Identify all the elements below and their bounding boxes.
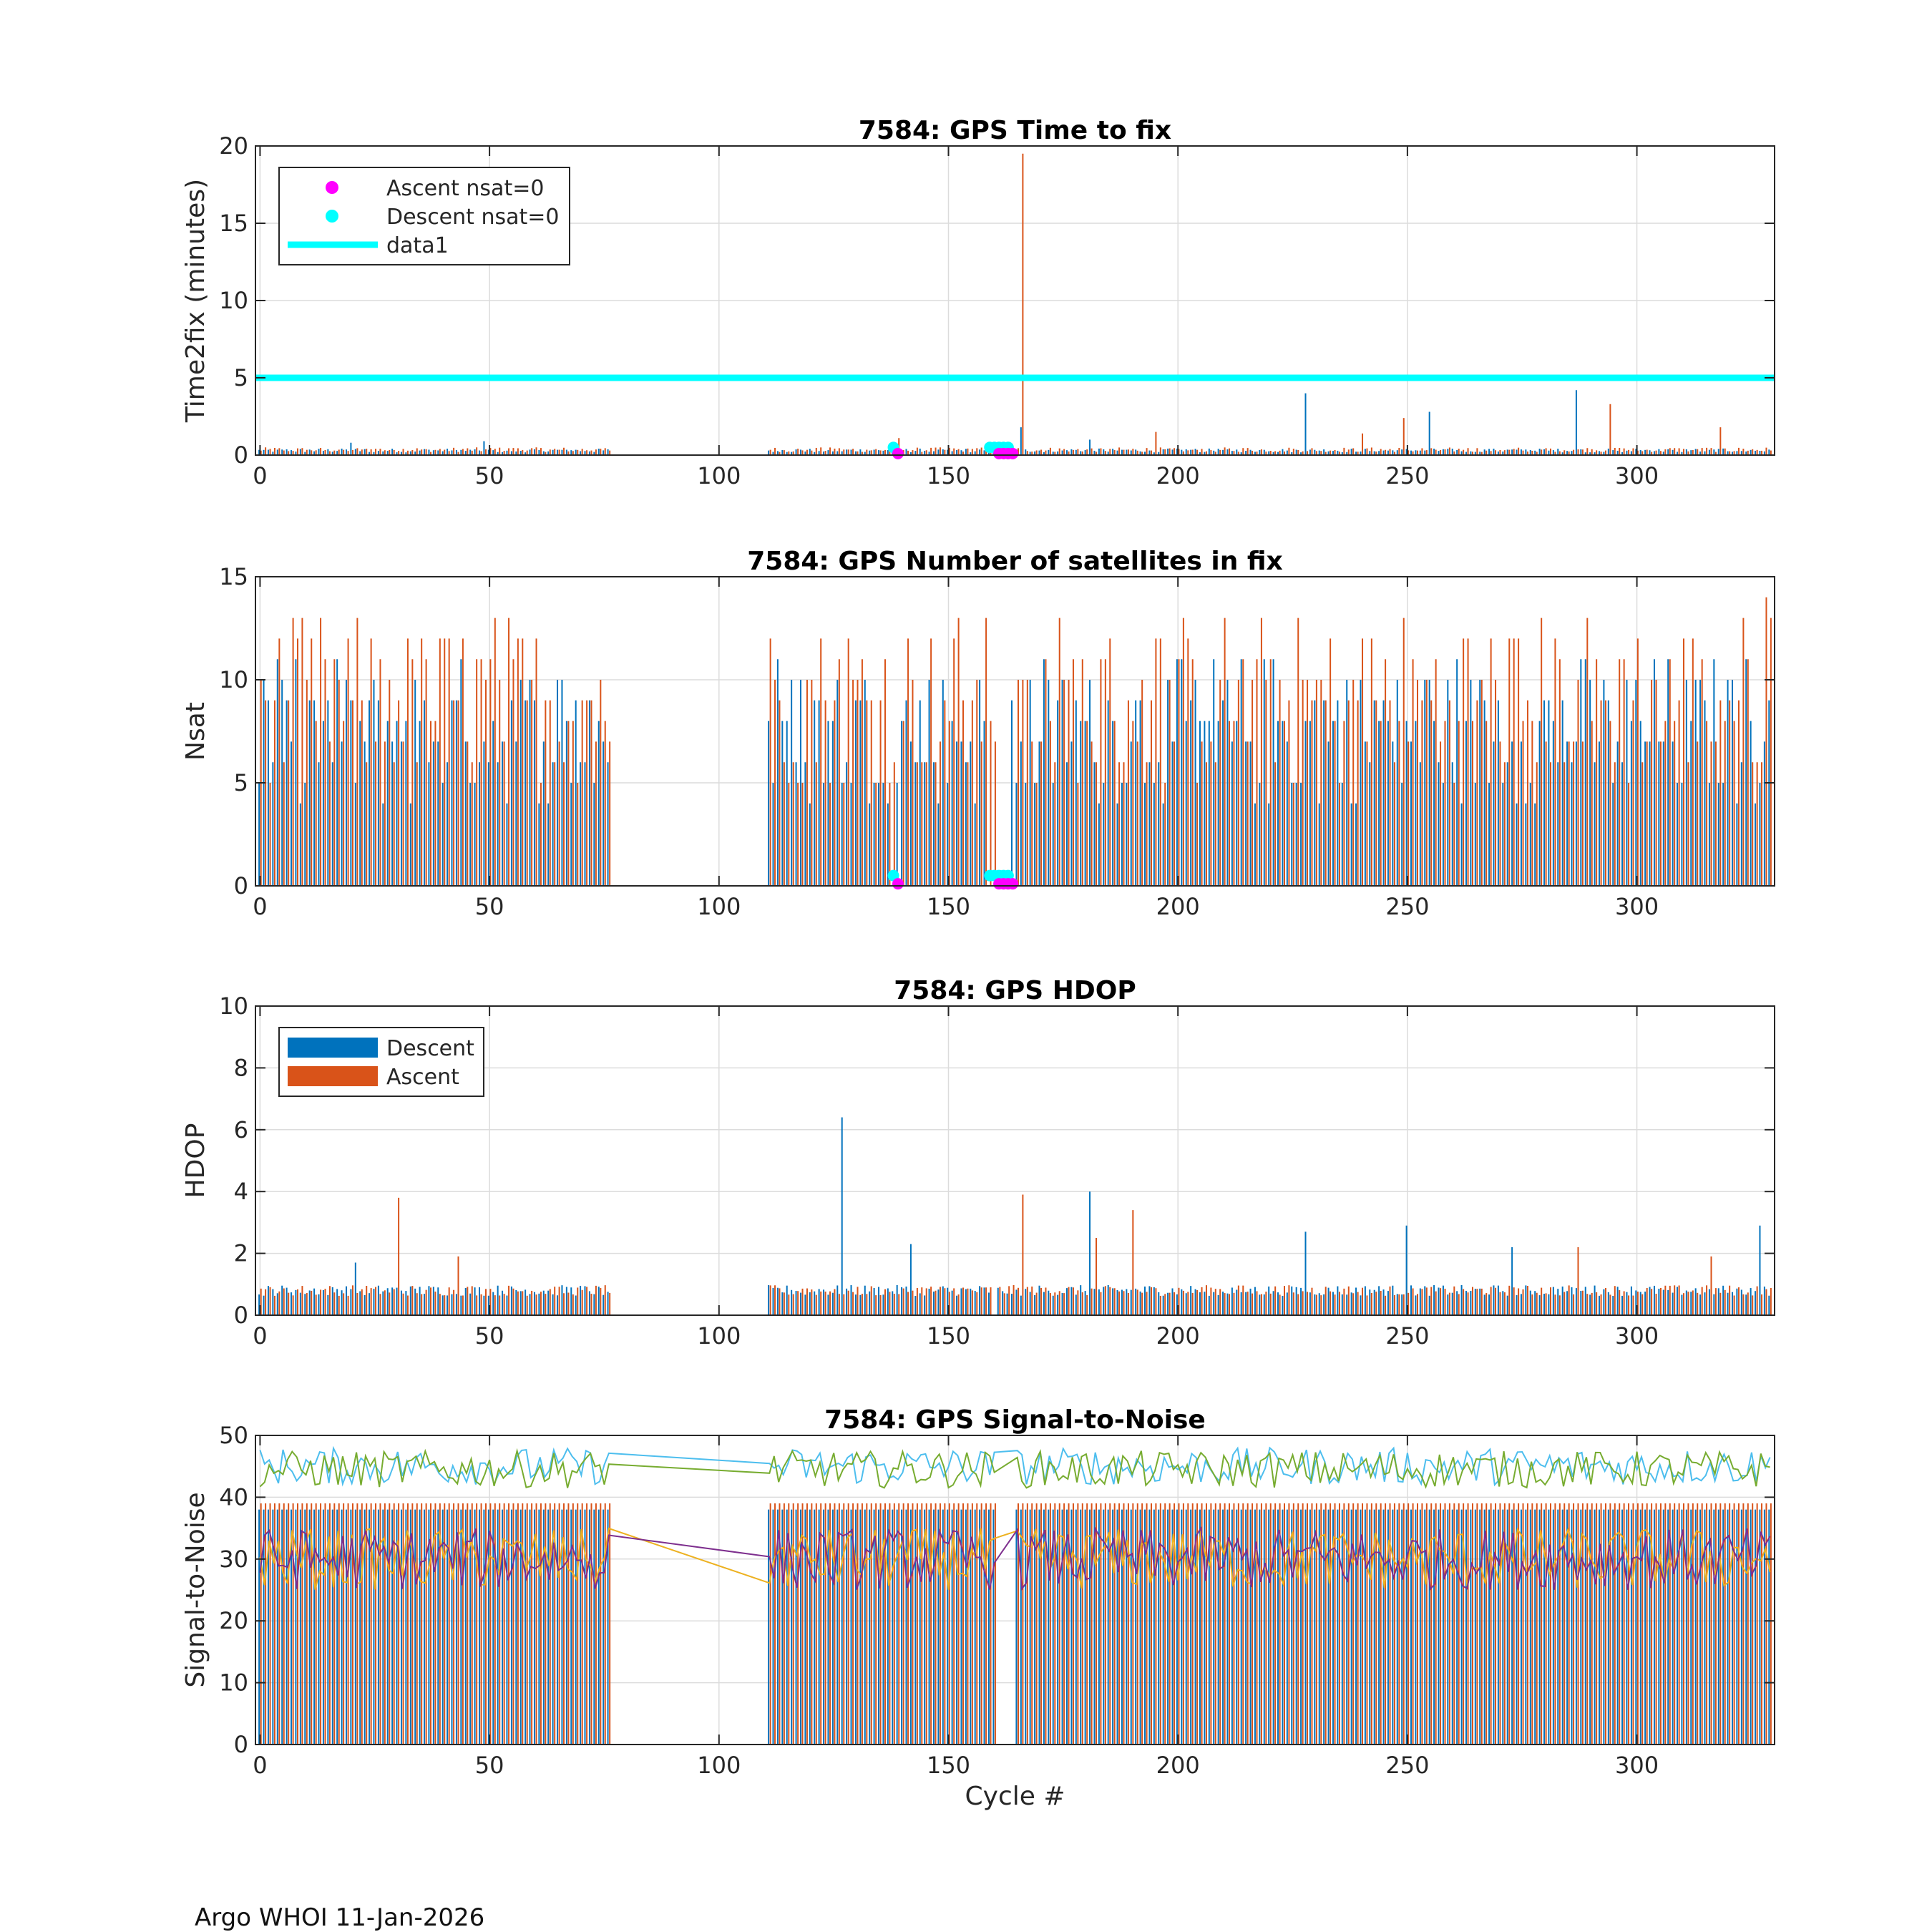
y-tick-label: 30 [219,1546,248,1573]
x-tick-label: 100 [697,1322,741,1350]
x-tick-label: 50 [475,893,504,920]
chart-title: 7584: GPS Time to fix [859,116,1171,145]
x-tick-label: 0 [253,1752,267,1779]
snr-series-line [259,1445,1771,1487]
chart-title: 7584: GPS Signal-to-Noise [824,1405,1206,1435]
x-tick-label: 150 [927,1752,970,1779]
data-layer [255,153,1775,459]
y-tick-label: 40 [219,1483,248,1511]
y-tick-label: 50 [219,1422,248,1449]
y-tick-label: 0 [234,1731,248,1758]
x-tick-label: 50 [475,1322,504,1350]
chart-nsat: 0 50 100 150 200 250 300 0 5 10 15 7584: GPS Number… [181,547,1775,920]
chart-snr: 0 50 100 150 200 250 300 0 10 20 30 40 50 7584: GPS S… [181,1405,1775,1811]
y-tick-label: 10 [219,287,248,314]
legend-entry-label: Ascent [386,1065,459,1090]
y-axis-label: HDOP [181,1123,210,1199]
legend: Descent Ascent [278,1027,484,1097]
x-tick-label: 0 [253,462,267,489]
x-tick-label: 50 [475,462,504,489]
x-axis-label: Cycle # [965,1782,1065,1811]
x-tick-label: 200 [1156,893,1200,920]
y-tick-label: 15 [219,563,248,590]
x-tick-label: 250 [1385,462,1429,489]
y-tick-label: 20 [219,1607,248,1634]
footer-label: Argo WHOI 11-Jan-2026 [195,1903,485,1932]
y-axis-label: Signal-to-Noise [181,1492,210,1687]
x-tick-label: 50 [475,1752,504,1779]
x-tick-label: 250 [1385,1752,1429,1779]
data-layer [258,1117,1772,1315]
axes-box [255,1005,1775,1316]
y-tick-label: 5 [234,769,248,796]
legend-entry-label: Ascent nsat=0 [386,176,544,201]
legend-entry-label: Descent nsat=0 [386,205,559,230]
y-tick-label: 0 [234,1302,248,1329]
legend-swatch-descent [288,1038,378,1058]
x-tick-label: 0 [253,893,267,920]
x-tick-label: 250 [1385,1322,1429,1350]
x-tick-label: 100 [697,1752,741,1779]
x-tick-label: 200 [1156,462,1200,489]
y-tick-label: 4 [234,1178,248,1205]
axes-box [255,576,1775,887]
ascent-nsat0-marker [1007,878,1019,890]
legend-entry-label: Descent [386,1036,474,1061]
x-tick-label: 200 [1156,1322,1200,1350]
x-tick-label: 100 [697,893,741,920]
y-tick-label: 0 [234,872,248,899]
plot-area [255,1006,1775,1315]
ascent-nsat0-marker [892,878,904,890]
chart-hdop: 0 50 100 150 200 250 300 0 2 4 6 8 10 7584: GPS HDOP H… [181,976,1775,1350]
y-tick-label: 10 [219,992,248,1020]
snr-series-line [259,1526,1771,1591]
chart-title: 7584: GPS HDOP [894,976,1136,1005]
y-axis-label: Nsat [181,702,210,761]
ascent-nsat0-marker [1007,447,1019,459]
y-tick-label: 20 [219,132,248,160]
x-tick-label: 150 [927,462,970,489]
axes-box [255,1435,1775,1745]
chart-title: 7584: GPS Number of satellites in fix [747,547,1283,576]
data-layer [258,1445,1772,1745]
chart-time2fix: 0 50 100 150 200 250 300 0 5 10 15 20 7584: GPS Time… [181,116,1775,489]
y-tick-label: 2 [234,1240,248,1267]
data-layer [258,597,1772,890]
y-tick-label: 5 [234,364,248,391]
x-tick-label: 250 [1385,893,1429,920]
legend-swatch-ascent [288,1066,378,1086]
legend-entry-label: data1 [386,233,449,258]
legend-marker-cyan [326,210,338,223]
legend-marker-magenta [326,181,338,194]
x-tick-label: 300 [1615,462,1659,489]
y-tick-label: 10 [219,666,248,693]
x-tick-label: 300 [1615,1752,1659,1779]
y-tick-label: 10 [219,1669,248,1697]
ascent-nsat0-marker [892,447,904,459]
y-axis-label: Time2fix (minutes) [181,179,210,423]
x-tick-label: 100 [697,462,741,489]
y-tick-label: 0 [234,441,248,469]
x-tick-label: 150 [927,1322,970,1350]
x-tick-label: 150 [927,893,970,920]
x-tick-label: 300 [1615,1322,1659,1350]
y-tick-label: 6 [234,1116,248,1143]
y-tick-label: 8 [234,1054,248,1081]
x-tick-label: 300 [1615,893,1659,920]
x-tick-label: 200 [1156,1752,1200,1779]
y-tick-label: 15 [219,210,248,237]
x-tick-label: 0 [253,1322,267,1350]
legend: Ascent nsat=0 Descent nsat=0 data1 [278,167,570,265]
snr-series-line [259,1448,1770,1489]
